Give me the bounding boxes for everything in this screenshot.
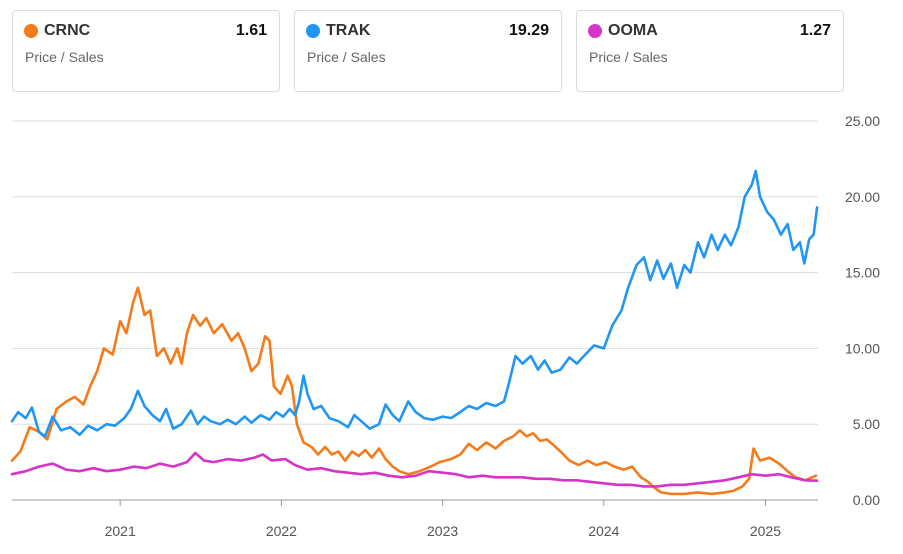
legend-dot-icon (24, 24, 38, 38)
y-tick-label: 15.00 (845, 265, 880, 281)
y-axis-tick-labels: 25.00 20.00 15.00 10.00 5.00 0.00 (845, 113, 880, 508)
card-value: 1.61 (235, 22, 267, 39)
card-crnc[interactable]: CRNC 1.61 Price / Sales (12, 10, 280, 92)
card-ticker: TRAK (326, 22, 371, 39)
card-ooma[interactable]: OOMA 1.27 Price / Sales (576, 10, 844, 92)
series-line-ooma[interactable] (10, 451, 819, 488)
card-ticker: CRNC (44, 22, 91, 39)
card-metric: Price / Sales (25, 49, 104, 65)
y-tick-label: 20.00 (845, 189, 880, 205)
series-lines (10, 169, 819, 496)
x-tick-label: 2025 (750, 523, 781, 539)
card-trak[interactable]: TRAK 19.29 Price / Sales (294, 10, 562, 92)
card-value: 1.27 (799, 22, 831, 39)
grid-lines (12, 120, 818, 501)
series-line-trak[interactable] (10, 169, 819, 438)
card-metric: Price / Sales (307, 49, 386, 65)
card-ticker: OOMA (608, 22, 658, 39)
series-line-crnc[interactable] (10, 286, 818, 496)
x-tick-label: 2023 (427, 523, 458, 539)
card-metric: Price / Sales (589, 49, 668, 65)
y-tick-label: 0.00 (853, 492, 880, 508)
x-tick-label: 2024 (588, 523, 619, 539)
y-tick-label: 10.00 (845, 340, 880, 356)
y-tick-label: 25.00 (845, 113, 880, 129)
legend-dot-icon (306, 24, 320, 38)
x-tick-label: 2022 (266, 523, 297, 539)
card-value: 19.29 (508, 22, 549, 39)
legend-dot-icon (588, 24, 602, 38)
x-tick-label: 2021 (105, 523, 136, 539)
x-axis: 2021 2022 2023 2024 2025 (105, 500, 781, 539)
y-tick-label: 5.00 (853, 416, 880, 432)
